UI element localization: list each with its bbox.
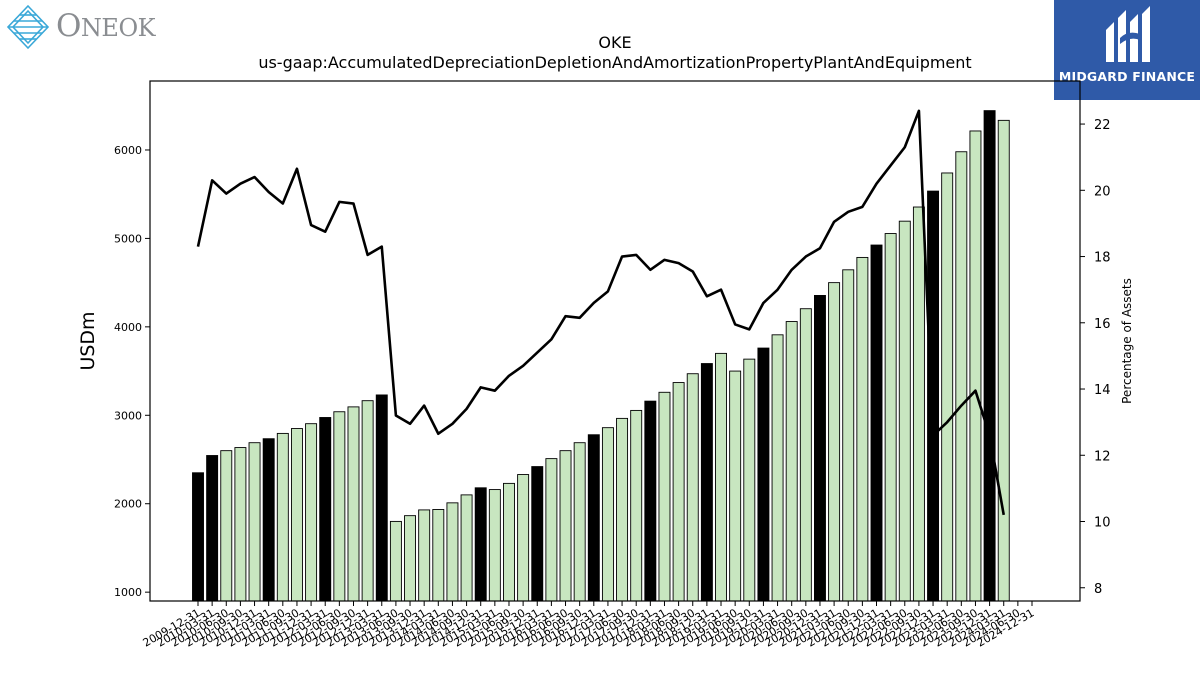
bar	[559, 450, 572, 602]
plot-frame	[149, 80, 1081, 602]
y2-tick-label: 10	[1094, 516, 1111, 531]
y-axis-right: 8 10 12 14 16 18 20 22	[1080, 118, 1111, 597]
bar	[969, 130, 982, 602]
bar	[305, 423, 318, 602]
bar	[531, 466, 544, 602]
oneok-diamond-icon	[6, 4, 50, 50]
bar	[248, 442, 261, 602]
bar	[729, 370, 742, 602]
bar	[290, 428, 303, 602]
bar	[941, 172, 954, 602]
bar	[842, 269, 855, 602]
bar	[319, 417, 332, 602]
bar	[814, 295, 826, 602]
bar	[361, 400, 374, 602]
bar	[856, 256, 869, 602]
bar	[192, 472, 204, 602]
y2-tick-label: 8	[1094, 582, 1102, 597]
bar	[700, 363, 713, 602]
bar	[616, 417, 629, 602]
bar	[432, 509, 445, 602]
y2-tick-label: 12	[1094, 449, 1111, 464]
bar	[460, 494, 473, 602]
bar	[997, 119, 1010, 602]
y-tick-label: 6000	[114, 144, 142, 157]
y-tick-label: 1000	[114, 586, 142, 599]
bar	[870, 244, 883, 602]
y2-tick-label: 20	[1094, 184, 1111, 199]
bar-series	[192, 110, 1010, 602]
bar	[545, 458, 558, 602]
y-axis-label: USDm	[77, 311, 99, 370]
bar	[587, 434, 600, 602]
bar	[715, 352, 727, 602]
bar	[474, 487, 487, 602]
bar	[234, 447, 247, 602]
bar	[389, 520, 402, 602]
bar	[757, 347, 770, 602]
oneok-logo-text: ONEOK	[56, 8, 156, 44]
chart-subtitle: us-gaap:AccumulatedDepreciationDepletion…	[258, 53, 971, 72]
midgard-finance-text: MIDGARD FINANCE	[1058, 69, 1196, 84]
bar	[375, 394, 388, 602]
bar	[644, 400, 657, 602]
oneok-logo: ONEOK	[4, 4, 156, 50]
bar	[743, 358, 756, 602]
y2-axis-label: Percentage of Assets	[1120, 278, 1134, 404]
bar	[488, 489, 501, 602]
bar	[347, 406, 360, 602]
bar	[262, 438, 275, 602]
bar	[630, 409, 643, 602]
bar	[983, 110, 996, 602]
bar	[771, 334, 784, 602]
bar	[912, 206, 925, 602]
bar	[658, 391, 671, 602]
bar	[276, 432, 289, 602]
midgard-finance-logo: MIDGARD FINANCE	[1054, 0, 1200, 100]
bar	[418, 509, 431, 602]
y-axis-left: 1000 2000 3000 4000 5000 6000	[114, 144, 150, 599]
line-series	[196, 109, 1006, 516]
bar	[573, 442, 586, 602]
bar	[828, 282, 841, 602]
bar	[206, 455, 219, 602]
bar	[884, 233, 897, 602]
y2-tick-label: 22	[1094, 118, 1111, 133]
bar	[503, 482, 515, 602]
bar	[517, 474, 530, 602]
percentage-line	[196, 109, 1006, 516]
bar	[446, 502, 459, 602]
bar	[672, 382, 685, 602]
bar	[404, 515, 416, 602]
bar	[799, 308, 812, 602]
y-tick-label: 3000	[114, 409, 142, 422]
y-tick-label: 2000	[114, 498, 142, 511]
bar	[927, 190, 940, 602]
bar	[220, 450, 233, 602]
bar	[333, 411, 346, 602]
y2-tick-label: 18	[1094, 251, 1111, 266]
x-axis: 2009-12-312010-03-312010-06-302010-09-30…	[141, 601, 1037, 650]
bar	[601, 427, 614, 602]
chart-title: OKE	[598, 33, 631, 52]
bar	[955, 151, 968, 602]
y2-tick-label: 16	[1094, 317, 1111, 332]
bar	[898, 220, 911, 602]
bar	[785, 321, 798, 602]
y-tick-label: 5000	[114, 232, 142, 245]
midgard-mark-icon	[1106, 6, 1150, 62]
y2-tick-label: 14	[1094, 383, 1111, 398]
y-tick-label: 4000	[114, 321, 142, 334]
bar	[686, 373, 699, 602]
